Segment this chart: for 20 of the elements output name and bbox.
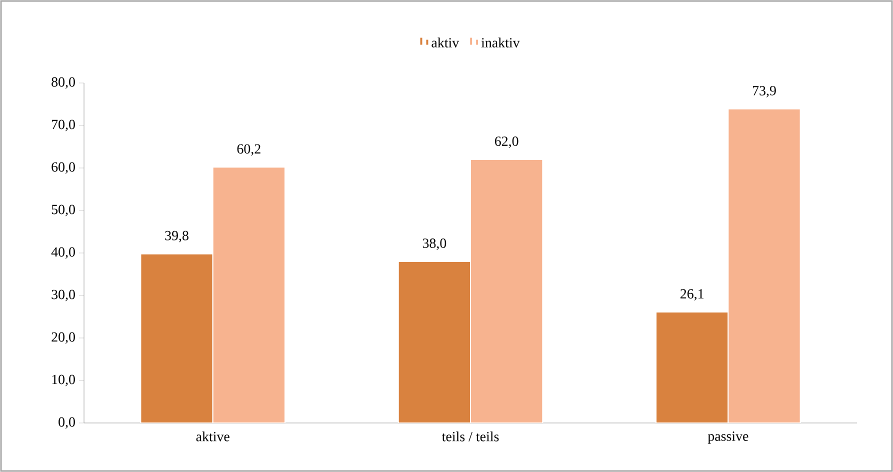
data-label: 38,0 [422, 238, 446, 250]
x-tick-label: aktive [196, 431, 230, 442]
data-label: 62,0 [494, 136, 518, 148]
legend-label: aktiv [432, 38, 460, 48]
data-label: 73,9 [752, 86, 776, 98]
y-tick-label: 70,0 [52, 120, 75, 132]
data-label: 39,8 [165, 230, 188, 242]
y-tick-label: 80,0 [52, 77, 75, 89]
x-tick-label: passive [708, 432, 748, 444]
data-label: 60,2 [237, 144, 260, 156]
data-label: 26,1 [680, 289, 704, 301]
y-tick-label: 20,0 [52, 332, 75, 344]
legend-label: inaktiv [481, 38, 520, 48]
y-tick-label: 0,0 [58, 417, 75, 429]
y-tick-label: 60,0 [52, 162, 75, 174]
y-tick-label: 40,0 [51, 247, 75, 259]
y-tick-label: 30,0 [52, 290, 75, 302]
y-tick-label: 10,0 [52, 374, 75, 386]
y-tick-label: 50,0 [52, 204, 75, 216]
x-tick-label: teils / teils [442, 431, 499, 442]
